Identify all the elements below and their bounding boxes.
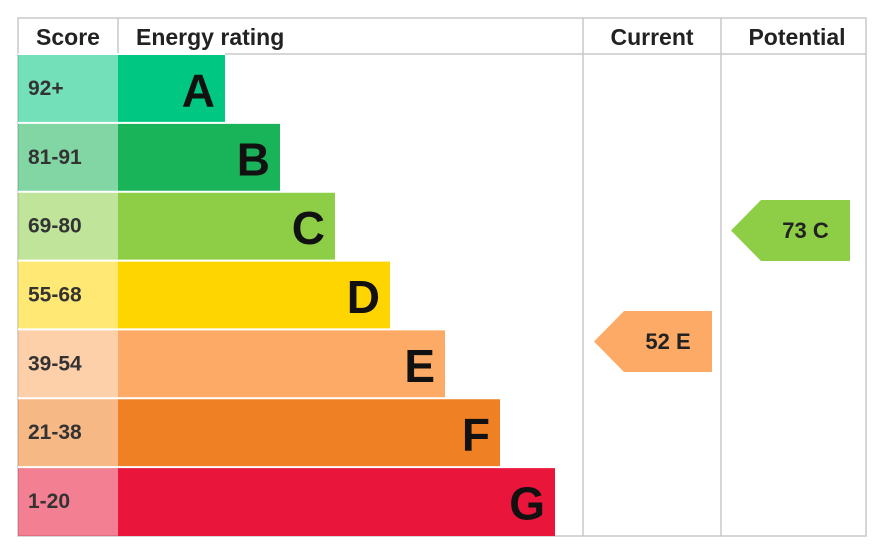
score-label: 1-20: [28, 490, 70, 513]
bands: 92+ A 81-91 B 69-80 C 55-68 D 39-54 E 21-38 F 1-20 G: [18, 53, 555, 536]
score-label: 39-54: [28, 352, 82, 375]
score-cell: [18, 191, 118, 261]
rating-letter: A: [182, 64, 215, 116]
rating-bar: [118, 329, 445, 399]
score-cell: [18, 398, 118, 468]
rating-bar: [118, 191, 335, 261]
header-potential: Potential: [748, 24, 845, 50]
score-label: 21-38: [28, 421, 82, 444]
score-label: 69-80: [28, 215, 82, 238]
potential-label: 73 C: [782, 218, 829, 243]
potential-arrow: [731, 200, 850, 261]
rating-letter: F: [462, 409, 490, 461]
current-arrow: [594, 311, 712, 372]
score-label: 55-68: [28, 284, 82, 307]
header-energy-rating: Energy rating: [136, 24, 284, 50]
rating-bar: [118, 122, 280, 192]
score-label: 92+: [28, 77, 64, 100]
rating-letter: C: [292, 202, 325, 254]
score-cell: [18, 467, 118, 536]
rating-bar: [118, 54, 225, 123]
rating-letter: D: [347, 271, 380, 323]
rating-bar: [118, 260, 390, 330]
rating-letter: G: [509, 478, 545, 530]
score-cell: [18, 122, 118, 192]
rating-letter: E: [404, 340, 435, 392]
score-cell: [18, 329, 118, 399]
rating-bar: [118, 467, 555, 536]
header-current: Current: [610, 24, 693, 50]
score-cell: [18, 260, 118, 330]
rating-bar: [118, 398, 500, 468]
header-score: Score: [36, 24, 100, 50]
arrows: 52 E 73 C: [594, 200, 850, 372]
score-label: 81-91: [28, 146, 82, 169]
rating-letter: B: [237, 133, 270, 185]
current-label: 52 E: [645, 329, 690, 354]
score-cell: [18, 54, 118, 123]
